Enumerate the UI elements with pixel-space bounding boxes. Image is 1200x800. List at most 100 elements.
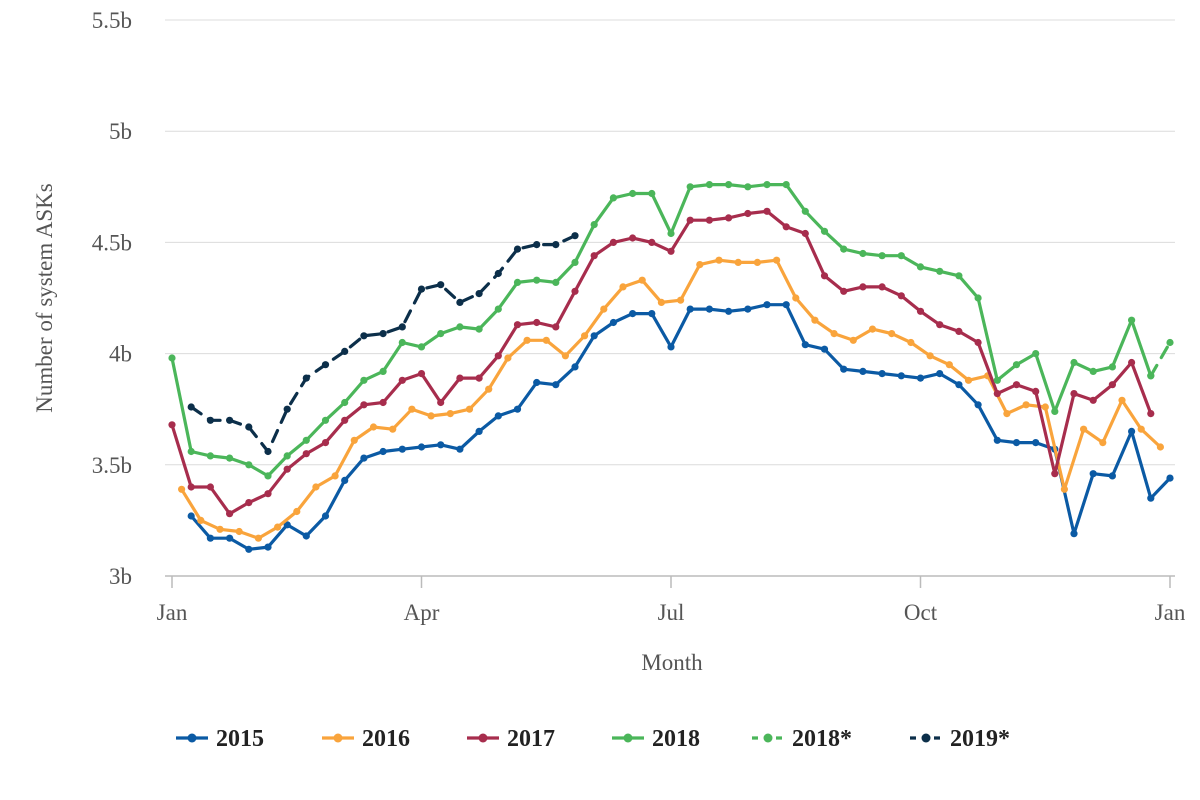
- legend-label: 2018*: [792, 726, 852, 752]
- legend-item[interactable]: 2019*: [910, 726, 1010, 752]
- data-point: [859, 367, 867, 375]
- data-point: [830, 330, 838, 338]
- data-point: [686, 216, 694, 224]
- legend-swatch-marker: [623, 733, 633, 743]
- data-point: [504, 354, 512, 362]
- data-point: [820, 227, 829, 235]
- data-point: [264, 490, 272, 498]
- data-point: [264, 447, 272, 456]
- data-point: [744, 209, 752, 218]
- data-point: [648, 238, 656, 246]
- data-point: [360, 454, 368, 462]
- legend-item[interactable]: 2016: [322, 726, 410, 752]
- legend-item[interactable]: 2015: [176, 726, 264, 752]
- data-point: [321, 416, 330, 424]
- legend-item[interactable]: 2018: [612, 726, 700, 752]
- series-group: [168, 181, 1174, 553]
- y-tick-label: 3b: [109, 564, 132, 589]
- data-point: [226, 454, 234, 462]
- legend-item[interactable]: 2018*: [752, 726, 852, 752]
- series-2016: [178, 256, 1164, 542]
- data-point: [667, 247, 675, 255]
- data-point: [1156, 443, 1164, 451]
- data-point: [494, 352, 502, 360]
- legend-swatch-marker: [763, 733, 773, 743]
- data-point: [705, 181, 714, 189]
- data-point: [897, 252, 905, 260]
- data-point: [293, 507, 301, 516]
- data-point: [475, 427, 483, 435]
- data-point: [734, 258, 742, 266]
- data-point: [753, 258, 762, 266]
- data-point: [1128, 316, 1136, 324]
- data-point: [648, 189, 656, 198]
- data-point: [513, 245, 522, 253]
- data-point: [926, 352, 934, 360]
- legend-item[interactable]: 2017: [467, 726, 555, 752]
- series-line: [180, 258, 1163, 540]
- data-point: [437, 281, 445, 289]
- data-point: [609, 238, 618, 246]
- data-point: [245, 545, 253, 553]
- data-point: [629, 189, 637, 198]
- data-point: [283, 405, 291, 413]
- legend-swatch-marker: [921, 733, 931, 743]
- data-point: [859, 249, 867, 258]
- data-point: [437, 441, 445, 449]
- data-point: [475, 374, 483, 382]
- data-point: [398, 338, 406, 347]
- data-point: [206, 483, 214, 491]
- data-point: [1022, 401, 1030, 409]
- data-point: [859, 283, 867, 291]
- data-point: [1012, 361, 1021, 369]
- series-line: [170, 183, 1153, 478]
- data-point: [849, 336, 857, 344]
- data-point: [571, 232, 579, 240]
- data-point: [187, 403, 195, 411]
- legend-label: 2015: [216, 726, 264, 752]
- data-point: [1012, 439, 1021, 447]
- data-point: [321, 439, 330, 447]
- data-point: [494, 269, 502, 278]
- data-point: [379, 398, 387, 407]
- legend-label: 2019*: [950, 726, 1010, 752]
- data-point: [686, 305, 694, 313]
- data-point: [782, 181, 790, 189]
- x-tick-label: Jan: [1155, 600, 1186, 625]
- data-point: [571, 258, 579, 266]
- data-point: [341, 347, 349, 355]
- data-point: [341, 476, 349, 484]
- data-point: [523, 336, 531, 344]
- data-point: [888, 330, 896, 338]
- data-point: [648, 310, 656, 318]
- y-tick-label: 4.5b: [92, 230, 132, 255]
- data-point: [974, 294, 982, 302]
- data-point: [725, 307, 733, 315]
- series-2015: [187, 301, 1174, 553]
- data-point: [417, 370, 426, 378]
- data-point: [1166, 338, 1174, 347]
- data-point: [993, 436, 1001, 444]
- data-point: [1032, 350, 1040, 358]
- y-tick-label: 5b: [109, 119, 132, 144]
- x-axis-ticks: Jan Apr Jul Oct Jan: [157, 576, 1186, 625]
- x-axis-title: Month: [641, 650, 703, 675]
- gridlines: [165, 19, 1175, 466]
- data-point: [820, 272, 829, 280]
- data-point: [254, 534, 262, 542]
- data-point: [437, 398, 445, 407]
- data-point: [1070, 530, 1078, 538]
- data-point: [878, 252, 886, 260]
- data-point: [1108, 363, 1116, 371]
- data-point: [187, 447, 195, 456]
- data-point: [513, 405, 522, 413]
- data-point: [542, 336, 550, 344]
- data-point: [936, 267, 944, 275]
- data-point: [945, 361, 953, 369]
- data-point: [552, 323, 560, 331]
- data-point: [1118, 396, 1126, 404]
- data-point: [197, 516, 205, 525]
- data-point: [907, 338, 915, 347]
- data-point: [226, 510, 234, 518]
- data-point: [341, 416, 349, 424]
